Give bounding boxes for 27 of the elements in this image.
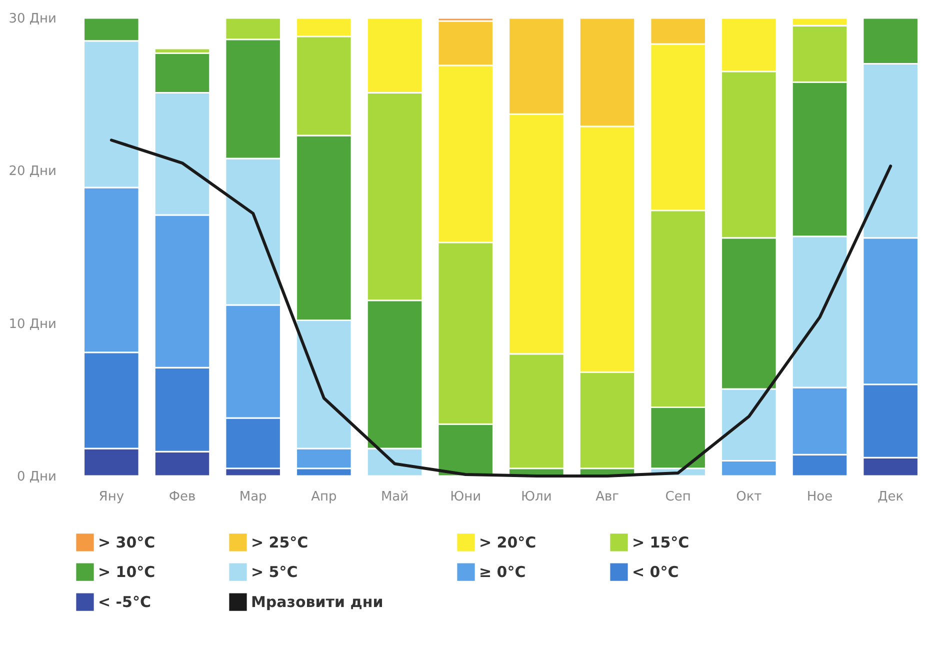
- x-tick-label: Апр: [311, 490, 337, 504]
- x-tick-label: Ное: [806, 490, 833, 504]
- legend-label: < -5°C: [98, 593, 151, 611]
- x-tick-label: Яну: [98, 490, 124, 504]
- y-tick-label: 30 Дни: [8, 12, 56, 26]
- legend-label: > 30°C: [98, 533, 156, 552]
- line-series: [110, 138, 892, 478]
- legend-label: > 25°C: [251, 533, 308, 552]
- y-tick-label: 0 Дни: [16, 470, 56, 484]
- y-tick-label: 10 Дни: [8, 316, 56, 332]
- legend-label: > 20°C: [479, 533, 536, 552]
- y-tick-label: 20 Дни: [8, 164, 56, 180]
- legend-label: > 10°C: [98, 563, 156, 581]
- x-tick-label: Мар: [239, 490, 267, 504]
- x-tick-label: Фев: [168, 490, 196, 504]
- x-tick-label: Сеп: [665, 490, 691, 504]
- x-tick-label: Май: [380, 490, 409, 504]
- x-tick-label: Юли: [521, 490, 552, 504]
- legend-label: > 15°C: [632, 533, 690, 552]
- legend-label: < 0°C: [632, 563, 679, 581]
- x-tick-label: Окт: [736, 490, 762, 504]
- x-tick-label: Дек: [878, 490, 904, 504]
- legend-label: ≥ 0°C: [479, 563, 526, 581]
- legend-label: > 5°C: [251, 563, 298, 581]
- x-tick-label: Авг: [596, 490, 620, 504]
- legend-label: Мразовити дни: [251, 593, 384, 611]
- x-tick-label: Юни: [450, 490, 482, 504]
